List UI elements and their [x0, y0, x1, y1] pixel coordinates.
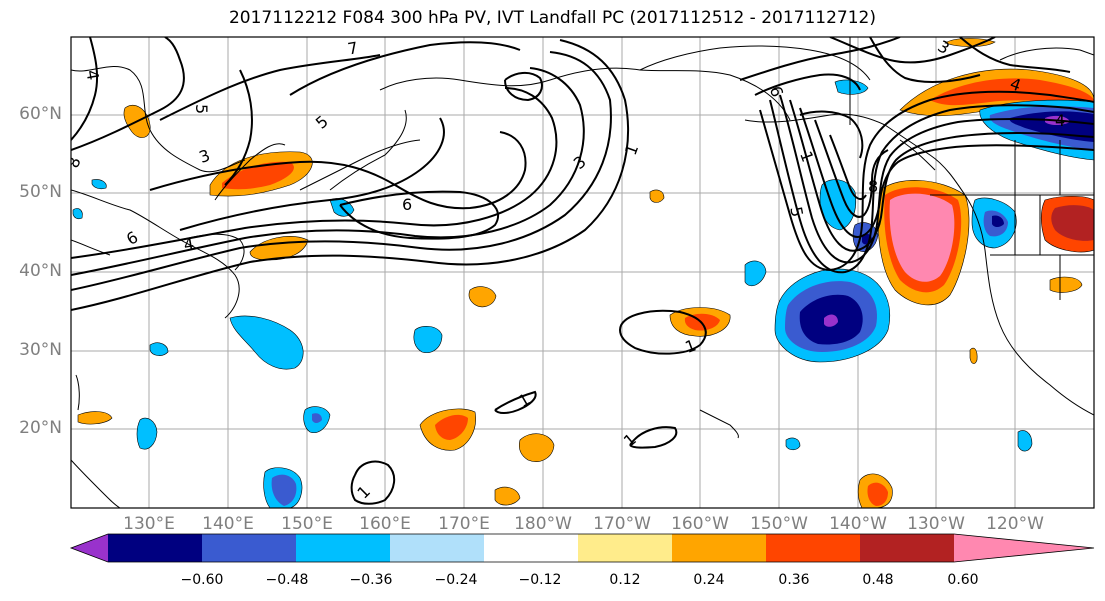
contour-label: 4	[182, 234, 195, 254]
lon-label-150e: 150°E	[281, 514, 333, 534]
filled-contours	[72, 38, 1094, 508]
colorbar-segment	[484, 534, 579, 562]
lon-label-170w: 170°W	[593, 514, 651, 534]
colorbar-segment	[860, 534, 955, 562]
colorbar-segment	[390, 534, 485, 562]
colorbar-outline	[69, 533, 1095, 563]
contour-label: 5	[786, 205, 806, 218]
contour-label: 7	[346, 38, 359, 58]
colorbar-tick: −0.24	[434, 572, 478, 588]
colorbar-tick: 0.36	[778, 572, 810, 588]
colorbar-segment	[766, 534, 861, 562]
lon-label-170e: 170°E	[438, 514, 490, 534]
contour-label: 4	[1055, 111, 1065, 130]
colorbar-tick: −0.12	[518, 572, 562, 588]
lat-label-40n: 40°N	[19, 261, 62, 281]
colorbar-tick: −0.48	[265, 572, 309, 588]
colorbar-tick: 0.12	[609, 572, 641, 588]
pv-contours	[71, 37, 1094, 505]
lon-label-180w: 180°W	[514, 514, 572, 534]
colorbar-segment	[672, 534, 767, 562]
contour-label: 5	[192, 104, 211, 114]
lon-label-160w: 160°W	[671, 514, 729, 534]
lon-label-140w: 140°W	[829, 514, 887, 534]
lat-label-20n: 20°N	[19, 418, 62, 438]
lon-label-150w: 150°W	[750, 514, 808, 534]
colorbar-tick: 0.48	[862, 572, 894, 588]
colorbar-tick: −0.36	[349, 572, 393, 588]
colorbar-segment	[578, 534, 673, 562]
lat-label-30n: 30°N	[19, 340, 62, 360]
lon-label-120w: 120°W	[986, 514, 1044, 534]
map-title: 2017112212 F084 300 hPa PV, IVT Landfall…	[228, 8, 876, 28]
colorbar-tick: −0.60	[180, 572, 224, 588]
colorbar-segment	[202, 534, 297, 562]
lon-label-140e: 140°E	[202, 514, 254, 534]
contour-label: 4	[82, 68, 102, 81]
colorbar-extend-min	[71, 534, 108, 562]
colorbar-tick: 0.60	[947, 572, 979, 588]
lat-label-50n: 50°N	[19, 182, 62, 202]
contour-label: 6	[402, 195, 412, 214]
contour-label: 8	[868, 177, 878, 196]
lon-label-130w: 130°W	[907, 514, 965, 534]
lon-label-130e: 130°E	[123, 514, 175, 534]
colorbar-segment	[296, 534, 391, 562]
lon-label-160e: 160°E	[359, 514, 411, 534]
colorbar-tick: 0.24	[693, 572, 725, 588]
colorbar-extend-max	[954, 534, 1094, 562]
lat-label-60n: 60°N	[19, 104, 62, 124]
colorbar-segment	[108, 534, 203, 562]
colorbar	[69, 533, 1095, 563]
map-frame	[70, 36, 1095, 509]
